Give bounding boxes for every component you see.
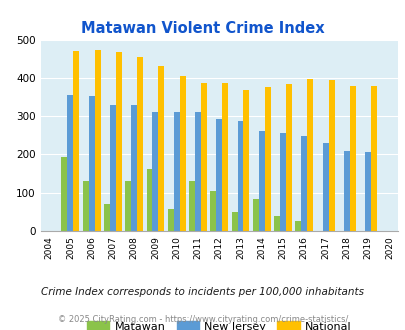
Bar: [88, 96, 94, 231]
Bar: [222, 83, 228, 231]
Bar: [322, 143, 328, 231]
Bar: [343, 150, 349, 231]
Bar: [349, 86, 355, 231]
Bar: [189, 181, 194, 231]
Bar: [200, 83, 207, 231]
Bar: [252, 199, 258, 231]
Bar: [370, 86, 376, 231]
Bar: [194, 112, 200, 231]
Text: Matawan Violent Crime Index: Matawan Violent Crime Index: [81, 21, 324, 36]
Bar: [137, 57, 143, 231]
Legend: Matawan, New Jersey, National: Matawan, New Jersey, National: [82, 317, 355, 330]
Bar: [146, 169, 152, 231]
Bar: [328, 80, 334, 231]
Text: Crime Index corresponds to incidents per 100,000 inhabitants: Crime Index corresponds to incidents per…: [41, 287, 364, 297]
Bar: [158, 66, 164, 231]
Bar: [285, 84, 291, 231]
Bar: [125, 181, 131, 231]
Bar: [173, 112, 179, 231]
Bar: [231, 212, 237, 231]
Bar: [73, 51, 79, 231]
Bar: [258, 131, 264, 231]
Bar: [67, 95, 73, 231]
Bar: [243, 90, 249, 231]
Bar: [104, 204, 110, 231]
Bar: [61, 157, 67, 231]
Bar: [216, 119, 222, 231]
Bar: [279, 133, 285, 231]
Text: © 2025 CityRating.com - https://www.cityrating.com/crime-statistics/: © 2025 CityRating.com - https://www.city…: [58, 315, 347, 324]
Bar: [167, 209, 173, 231]
Bar: [131, 105, 137, 231]
Bar: [110, 105, 115, 231]
Bar: [237, 121, 243, 231]
Bar: [210, 191, 216, 231]
Bar: [364, 152, 370, 231]
Bar: [115, 52, 122, 231]
Bar: [264, 87, 270, 231]
Bar: [94, 50, 100, 231]
Bar: [152, 112, 158, 231]
Bar: [301, 136, 307, 231]
Bar: [307, 79, 313, 231]
Bar: [83, 181, 88, 231]
Bar: [179, 76, 185, 231]
Bar: [295, 221, 301, 231]
Bar: [273, 216, 279, 231]
